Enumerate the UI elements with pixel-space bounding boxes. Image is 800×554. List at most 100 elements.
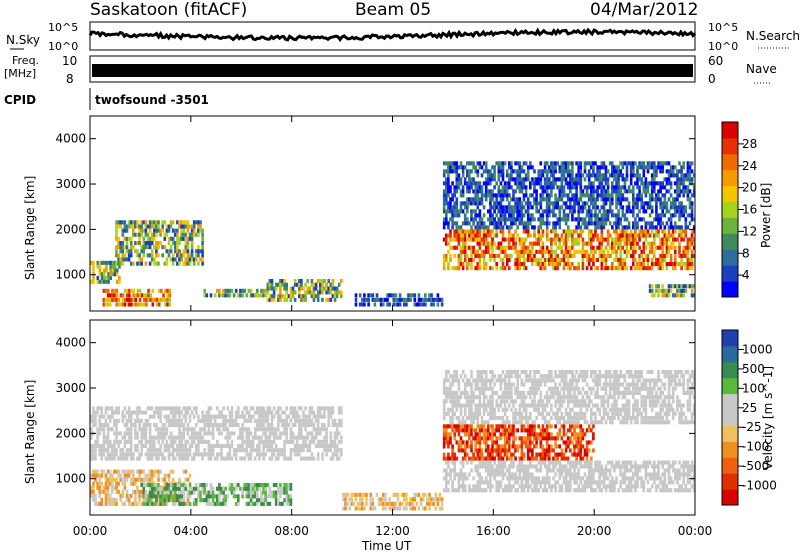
heatmap-cell <box>548 177 551 181</box>
heatmap-cell <box>201 237 204 241</box>
heatmap-cell <box>126 245 129 249</box>
heatmap-cell <box>336 427 339 431</box>
heatmap-cell <box>550 444 553 448</box>
heatmap-cell <box>470 424 473 428</box>
heatmap-cell <box>197 262 200 266</box>
heatmap-cell <box>157 253 160 257</box>
heatmap-cell <box>367 298 370 302</box>
heatmap-cell <box>212 452 215 456</box>
heatmap-cell <box>460 205 463 209</box>
heatmap-cell <box>115 478 118 482</box>
heatmap-cell <box>168 253 171 257</box>
heatmap-cell <box>561 436 564 440</box>
heatmap-cell <box>182 502 185 506</box>
heatmap-cell <box>94 457 97 461</box>
heatmap-cell <box>277 498 280 502</box>
heatmap-cell <box>582 229 585 233</box>
heatmap-cell <box>330 290 333 294</box>
heatmap-cell <box>586 189 589 193</box>
heatmap-cell <box>647 185 650 189</box>
heatmap-cell <box>540 225 543 229</box>
heatmap-cell <box>561 246 564 250</box>
heatmap-cell <box>317 294 320 298</box>
heatmap-cell <box>130 436 133 440</box>
heatmap-cell <box>117 470 120 474</box>
colorbar-swatch <box>722 281 738 297</box>
heatmap-cell <box>550 424 553 428</box>
heatmap-cell <box>208 498 211 502</box>
heatmap-cell <box>290 457 293 461</box>
heatmap-cell <box>290 502 293 506</box>
heatmap-cell <box>590 229 593 233</box>
freq-tick-bottom: 8 <box>66 72 74 86</box>
heatmap-cell <box>601 242 604 246</box>
heatmap-cell <box>126 241 129 245</box>
heatmap-cell <box>544 165 547 169</box>
heatmap-cell <box>531 165 534 169</box>
heatmap-cell <box>554 213 557 217</box>
heatmap-cell <box>195 406 198 410</box>
heatmap-cell <box>607 217 610 221</box>
heatmap-cell <box>622 205 625 209</box>
heatmap-cell <box>267 290 270 294</box>
heatmap-cell <box>626 266 629 270</box>
heatmap-cell <box>395 502 398 506</box>
heatmap-cell <box>680 234 683 238</box>
heatmap-cell <box>418 506 421 510</box>
heatmap-cell <box>203 487 206 491</box>
heatmap-cell <box>468 189 471 193</box>
cpid-label: CPID <box>4 93 36 107</box>
heatmap-cell <box>365 502 368 506</box>
station-title: Saskatoon (fitACF) <box>90 0 247 20</box>
heatmap-cell <box>449 258 452 262</box>
heatmap-cell <box>643 242 646 246</box>
heatmap-cell <box>143 487 146 491</box>
heatmap-cell <box>216 440 219 444</box>
heatmap-cell <box>573 254 576 258</box>
heatmap-cell <box>556 234 559 238</box>
heatmap-cell <box>521 444 524 448</box>
heatmap-cell <box>453 254 456 258</box>
heatmap-cell <box>638 246 641 250</box>
heatmap-cell <box>115 452 118 456</box>
heatmap-cell <box>269 406 272 410</box>
heatmap-cell <box>187 440 190 444</box>
heatmap-cell <box>456 457 459 461</box>
heatmap-cell <box>485 440 488 444</box>
heatmap-cell <box>546 173 549 177</box>
heatmap-cell <box>201 245 204 249</box>
heatmap-cell <box>103 470 106 474</box>
heatmap-cell <box>178 406 181 410</box>
heatmap-cell <box>550 254 553 258</box>
heatmap-cell <box>622 173 625 177</box>
heatmap-cell <box>283 444 286 448</box>
heatmap-cell <box>134 482 137 486</box>
heatmap-cell <box>580 161 583 165</box>
heatmap-cell <box>489 181 492 185</box>
heatmap-cell <box>479 181 482 185</box>
heatmap-cell <box>508 181 511 185</box>
heatmap-cell <box>122 411 125 415</box>
heatmap-cell <box>275 444 278 448</box>
heatmap-cell <box>145 220 148 224</box>
heatmap-cell <box>130 415 133 419</box>
heatmap-cell <box>122 494 125 498</box>
heatmap-cell <box>529 221 532 225</box>
heatmap-cell <box>172 470 175 474</box>
heatmap-cell <box>655 225 658 229</box>
heatmap-cell <box>355 302 358 306</box>
heatmap-cell <box>495 440 498 444</box>
heatmap-cell <box>651 266 654 270</box>
heatmap-cell <box>241 491 244 495</box>
heatmap-cell <box>145 494 148 498</box>
heatmap-cell <box>626 173 629 177</box>
heatmap-cell <box>466 254 469 258</box>
heatmap-cell <box>634 229 637 233</box>
heatmap-cell <box>653 177 656 181</box>
heatmap-cell <box>680 201 683 205</box>
heatmap-cell <box>201 233 204 237</box>
heatmap-cell <box>546 217 549 221</box>
heatmap-cell <box>283 448 286 452</box>
heatmap-cell <box>540 161 543 165</box>
heatmap-cell <box>626 169 629 173</box>
